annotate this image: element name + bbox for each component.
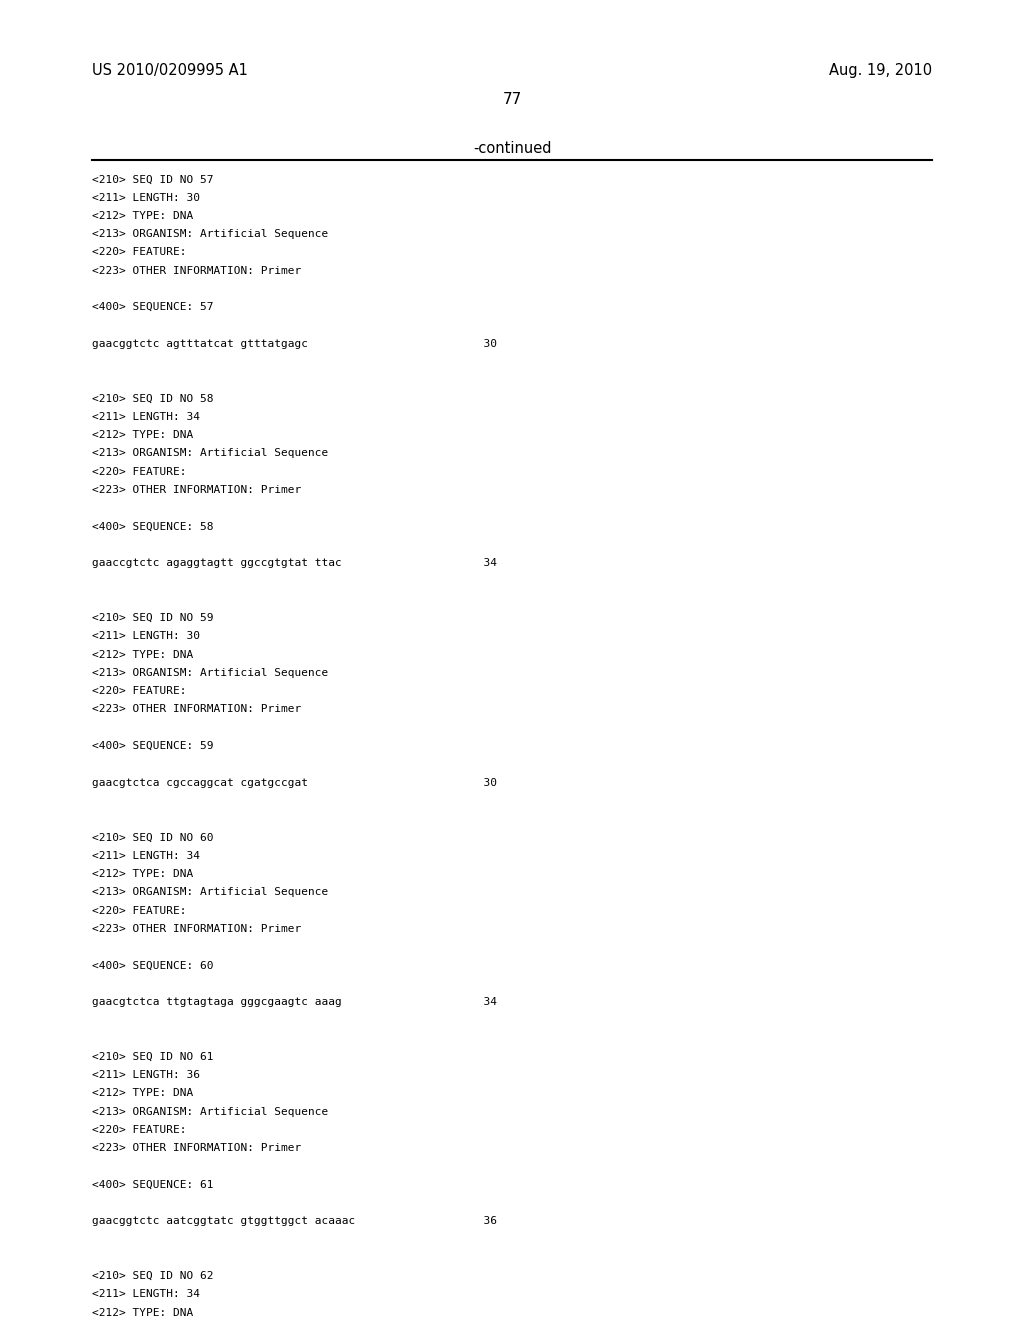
Text: <220> FEATURE:: <220> FEATURE:: [92, 1125, 186, 1135]
Text: <211> LENGTH: 34: <211> LENGTH: 34: [92, 850, 200, 861]
Text: <400> SEQUENCE: 60: <400> SEQUENCE: 60: [92, 961, 214, 970]
Text: <223> OTHER INFORMATION: Primer: <223> OTHER INFORMATION: Primer: [92, 705, 301, 714]
Text: US 2010/0209995 A1: US 2010/0209995 A1: [92, 63, 248, 78]
Text: <220> FEATURE:: <220> FEATURE:: [92, 247, 186, 257]
Text: <220> FEATURE:: <220> FEATURE:: [92, 467, 186, 477]
Text: <220> FEATURE:: <220> FEATURE:: [92, 906, 186, 916]
Text: <211> LENGTH: 30: <211> LENGTH: 30: [92, 631, 200, 642]
Text: <212> TYPE: DNA: <212> TYPE: DNA: [92, 649, 194, 660]
Text: <223> OTHER INFORMATION: Primer: <223> OTHER INFORMATION: Primer: [92, 1143, 301, 1154]
Text: <210> SEQ ID NO 58: <210> SEQ ID NO 58: [92, 393, 214, 404]
Text: <212> TYPE: DNA: <212> TYPE: DNA: [92, 869, 194, 879]
Text: <211> LENGTH: 34: <211> LENGTH: 34: [92, 1290, 200, 1299]
Text: <220> FEATURE:: <220> FEATURE:: [92, 686, 186, 696]
Text: <213> ORGANISM: Artificial Sequence: <213> ORGANISM: Artificial Sequence: [92, 449, 329, 458]
Text: Aug. 19, 2010: Aug. 19, 2010: [828, 63, 932, 78]
Text: <210> SEQ ID NO 62: <210> SEQ ID NO 62: [92, 1271, 214, 1282]
Text: -continued: -continued: [473, 141, 551, 156]
Text: gaacgtctca ttgtagtaga gggcgaagtc aaag                     34: gaacgtctca ttgtagtaga gggcgaagtc aaag 34: [92, 997, 498, 1007]
Text: <210> SEQ ID NO 60: <210> SEQ ID NO 60: [92, 833, 214, 842]
Text: <400> SEQUENCE: 59: <400> SEQUENCE: 59: [92, 741, 214, 751]
Text: gaacggtctc agtttatcat gtttatgagc                          30: gaacggtctc agtttatcat gtttatgagc 30: [92, 339, 498, 348]
Text: <211> LENGTH: 30: <211> LENGTH: 30: [92, 193, 200, 202]
Text: <400> SEQUENCE: 58: <400> SEQUENCE: 58: [92, 521, 214, 532]
Text: <212> TYPE: DNA: <212> TYPE: DNA: [92, 211, 194, 220]
Text: <212> TYPE: DNA: <212> TYPE: DNA: [92, 430, 194, 440]
Text: <400> SEQUENCE: 57: <400> SEQUENCE: 57: [92, 302, 214, 313]
Text: gaacggtctc aatcggtatc gtggttggct acaaac                   36: gaacggtctc aatcggtatc gtggttggct acaaac …: [92, 1216, 498, 1226]
Text: <223> OTHER INFORMATION: Primer: <223> OTHER INFORMATION: Primer: [92, 265, 301, 276]
Text: gaacgtctca cgccaggcat cgatgccgat                          30: gaacgtctca cgccaggcat cgatgccgat 30: [92, 777, 498, 788]
Text: <400> SEQUENCE: 61: <400> SEQUENCE: 61: [92, 1180, 214, 1189]
Text: <212> TYPE: DNA: <212> TYPE: DNA: [92, 1089, 194, 1098]
Text: <210> SEQ ID NO 57: <210> SEQ ID NO 57: [92, 174, 214, 185]
Text: <213> ORGANISM: Artificial Sequence: <213> ORGANISM: Artificial Sequence: [92, 668, 329, 678]
Text: <210> SEQ ID NO 61: <210> SEQ ID NO 61: [92, 1052, 214, 1061]
Text: <211> LENGTH: 34: <211> LENGTH: 34: [92, 412, 200, 422]
Text: <212> TYPE: DNA: <212> TYPE: DNA: [92, 1308, 194, 1317]
Text: <211> LENGTH: 36: <211> LENGTH: 36: [92, 1071, 200, 1080]
Text: <223> OTHER INFORMATION: Primer: <223> OTHER INFORMATION: Primer: [92, 924, 301, 933]
Text: <223> OTHER INFORMATION: Primer: <223> OTHER INFORMATION: Primer: [92, 484, 301, 495]
Text: <213> ORGANISM: Artificial Sequence: <213> ORGANISM: Artificial Sequence: [92, 887, 329, 898]
Text: <213> ORGANISM: Artificial Sequence: <213> ORGANISM: Artificial Sequence: [92, 230, 329, 239]
Text: gaaccgtctc agaggtagtt ggccgtgtat ttac                     34: gaaccgtctc agaggtagtt ggccgtgtat ttac 34: [92, 558, 498, 568]
Text: <210> SEQ ID NO 59: <210> SEQ ID NO 59: [92, 612, 214, 623]
Text: 77: 77: [503, 92, 521, 107]
Text: <213> ORGANISM: Artificial Sequence: <213> ORGANISM: Artificial Sequence: [92, 1106, 329, 1117]
